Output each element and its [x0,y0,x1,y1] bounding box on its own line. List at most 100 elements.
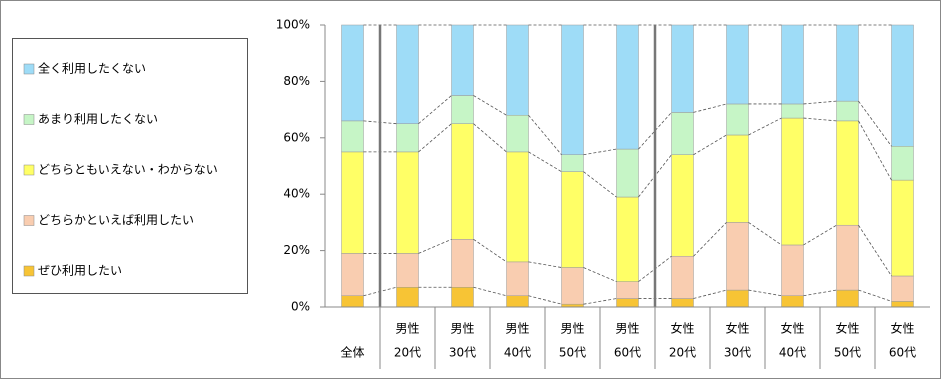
connector [693,103,727,113]
legend-label: あまり利用したくない [38,112,158,126]
bar-segment [616,196,639,282]
bar-segment [396,287,419,308]
connector [473,286,507,297]
legend-swatch [23,164,35,176]
x-tick-label: 全体 [340,345,364,360]
bar-segment [781,295,804,308]
bar-segment [341,151,364,254]
bar-segment [506,261,529,296]
y-tick-label: 80% [283,74,310,88]
connector [748,289,782,297]
legend-label: ぜひ利用したい [38,264,122,278]
x-tick-label: 60代 [889,346,916,360]
legend-swatch [23,63,35,75]
y-tick-label: 100% [276,18,310,32]
bar-segment [891,301,914,308]
legend-label: どちらともいえない・わからない [38,163,218,177]
bar-segment [726,289,749,308]
legend-label: どちらかといえば利用したい [38,213,194,227]
x-tick-label: 女性 [725,321,749,336]
x-tick-label: 男性 [505,322,529,336]
x-tick-label: 男性 [615,322,639,336]
connector [858,289,892,302]
bar-segment [561,154,584,172]
connector [583,171,617,198]
connector [528,114,562,155]
bar-segment [506,151,529,263]
bar-segment [341,120,364,153]
bar-segment [891,24,914,147]
x-tick-label: 30代 [449,346,476,360]
connector [418,95,452,125]
bar-segment [396,253,419,288]
bar-segment [616,24,639,150]
x-tick-label: 20代 [669,346,696,360]
bar-segment [561,267,584,305]
connector [528,151,562,172]
x-tick-label: 女性 [835,321,859,336]
bar-segment [671,154,694,257]
x-tick-label: 40代 [504,346,531,360]
y-tick-label: 0% [291,300,310,314]
bar-segment [781,117,804,246]
bar-segment [506,114,529,153]
bar-segment [891,146,914,181]
bar-segment [451,24,474,96]
connector [473,238,507,263]
bar-segment [451,287,474,308]
y-tick-label: 60% [283,130,310,144]
x-tick-label: 50代 [559,346,586,360]
bar-segment [726,24,749,105]
bar-segment [836,224,859,291]
x-tick-label: 50代 [834,346,861,360]
connector [418,238,452,254]
connector [693,289,727,299]
legend-box [12,38,248,294]
bar-segment [836,100,859,122]
bar-segment [616,281,639,299]
connector [803,100,837,105]
bar-segment [561,171,584,268]
connector [528,261,562,268]
connector [858,225,892,277]
legend-label: 全く利用したくない [38,61,146,76]
connector [583,267,617,282]
connector [418,123,452,153]
bar-segment [781,103,804,119]
legend-swatch [23,114,35,125]
x-tick-label: 60代 [614,346,641,360]
connector [473,95,507,116]
bar-segment [836,120,859,226]
y-tick-label: 20% [283,243,310,257]
bar-segment [616,298,639,308]
bar-segment [396,151,419,254]
bar-segment [396,24,419,124]
x-tick-label: 男性 [560,322,584,336]
bar-segment [671,112,694,155]
bar-segment [341,295,364,308]
bar-segment [396,123,419,153]
connector [803,117,837,122]
x-tick-label: 男性 [395,322,419,336]
connector [583,148,617,156]
connector [583,298,617,305]
bar-segment [836,24,859,102]
bar-segment [506,24,529,116]
bar-segment [781,24,804,105]
connector [693,134,727,156]
bar-segment [836,289,859,308]
bar-segment [671,255,694,299]
bar-segment [451,95,474,124]
connector [528,295,562,305]
connector [748,117,782,136]
legend-swatch [23,265,35,277]
x-tick-label: 女性 [890,321,914,336]
bar-segment [561,24,584,155]
connector [473,123,507,153]
x-tick-label: 女性 [780,321,804,336]
x-tick-label: 20代 [394,346,421,360]
bar-segment [726,222,749,291]
y-tick-label: 40% [283,187,310,201]
bar-segment [726,103,749,136]
bar-segment [451,123,474,240]
